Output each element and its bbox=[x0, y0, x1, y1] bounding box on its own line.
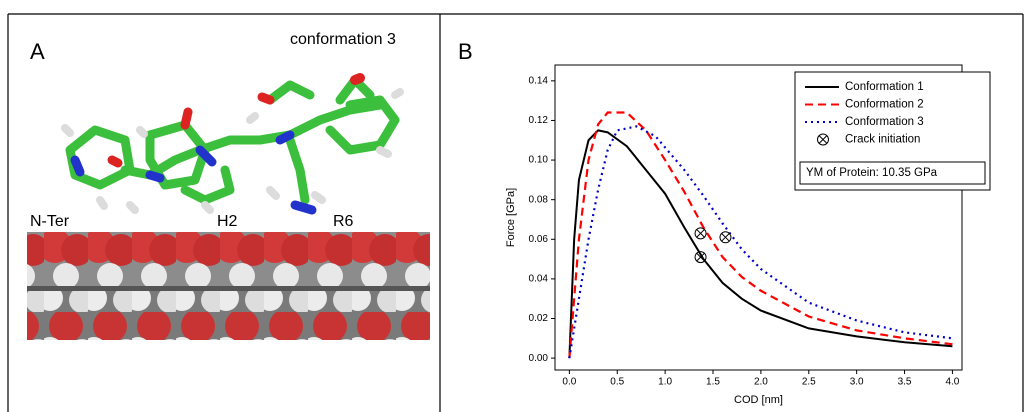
x-tick-label: 1.0 bbox=[658, 377, 672, 388]
x-axis-label: COD [nm] bbox=[734, 394, 783, 406]
y-tick-label: 0.06 bbox=[529, 234, 549, 245]
y-tick-label: 0.10 bbox=[529, 155, 549, 166]
annotation: YM of Protein: 10.35 GPa bbox=[806, 167, 938, 179]
x-tick-label: 3.5 bbox=[898, 377, 912, 388]
y-tick-label: 0.00 bbox=[529, 353, 549, 364]
y-axis-label: Force [GPa] bbox=[505, 188, 517, 247]
y-tick-label: 0.04 bbox=[529, 274, 549, 285]
panel-letter: B bbox=[458, 39, 473, 64]
molecule bbox=[65, 78, 400, 210]
y-tick-label: 0.12 bbox=[529, 115, 549, 126]
residue-label: R6 bbox=[333, 213, 354, 230]
x-tick-label: 0.5 bbox=[610, 377, 624, 388]
x-tick-label: 0.0 bbox=[562, 377, 576, 388]
x-tick-label: 4.0 bbox=[945, 377, 959, 388]
residue-label: N-Ter bbox=[30, 213, 70, 230]
y-tick-label: 0.14 bbox=[529, 75, 549, 86]
chart: 0.0 0.5 1.0 1.5 2.0 2.5 3.0 3.5 4.0 0.00 0.02 0.04 0… bbox=[505, 65, 990, 406]
legend-label: Conformation 3 bbox=[845, 116, 924, 128]
residue-label: H2 bbox=[217, 213, 238, 230]
x-tick-label: 2.5 bbox=[802, 377, 816, 388]
figure: A conformation 3 N-Ter H2 R6 B 0.0 0.5 1.0… bbox=[0, 0, 1033, 412]
x-tick-label: 1.5 bbox=[706, 377, 720, 388]
legend-label: Crack initiation bbox=[845, 134, 920, 146]
legend-label: Conformation 2 bbox=[845, 99, 924, 111]
x-tick-label: 3.0 bbox=[850, 377, 864, 388]
panel-letter: A bbox=[30, 39, 45, 64]
marker-cross bbox=[697, 229, 705, 237]
crack-marker bbox=[720, 232, 731, 243]
panel-caption: conformation 3 bbox=[290, 31, 396, 48]
marker-cross bbox=[722, 233, 730, 241]
crack-marker bbox=[695, 228, 706, 239]
y-tick-label: 0.02 bbox=[529, 313, 549, 324]
surface bbox=[27, 232, 430, 340]
x-tick-label: 2.0 bbox=[754, 377, 768, 388]
y-tick-label: 0.08 bbox=[529, 194, 549, 205]
legend-label: Conformation 1 bbox=[845, 81, 924, 93]
